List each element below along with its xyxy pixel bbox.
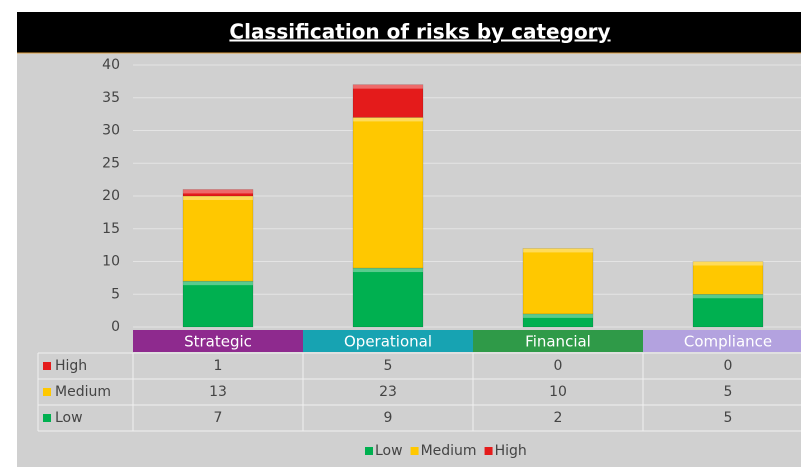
y-tick-label: 0 <box>111 319 120 335</box>
bar-segment <box>692 261 764 295</box>
y-tick-label: 30 <box>102 123 120 139</box>
table-value: 5 <box>384 358 393 374</box>
bar-segment <box>352 267 424 328</box>
category-header <box>473 330 643 352</box>
bar-segment <box>182 280 254 328</box>
y-tick-label: 5 <box>111 286 120 302</box>
y-tick-label: 20 <box>102 188 120 204</box>
y-tick-label: 35 <box>102 90 120 106</box>
bar-segment <box>352 117 424 269</box>
bar-highlight <box>693 294 763 299</box>
table-row-label: Low <box>55 410 83 426</box>
y-tick-label: 10 <box>102 254 120 270</box>
legend-swatch <box>484 447 493 455</box>
table-value: 10 <box>549 384 567 400</box>
bar-highlight <box>183 281 253 286</box>
title-bar <box>17 12 801 53</box>
bar-highlight <box>693 261 763 266</box>
table-value: 0 <box>724 358 733 374</box>
table-value: 0 <box>554 358 563 374</box>
bar-segment <box>182 195 254 282</box>
table-value: 1 <box>214 358 223 374</box>
bar-segment <box>352 84 424 118</box>
x-tick-label: Financial <box>525 333 591 351</box>
legend-swatch <box>43 414 51 422</box>
legend-swatch <box>410 447 419 455</box>
y-tick-label: 25 <box>102 155 120 171</box>
chart-title: Classification of risks by category <box>229 20 610 44</box>
bar-segment <box>182 189 254 197</box>
category-header <box>643 330 801 352</box>
table-value: 9 <box>384 410 393 426</box>
table-row-label: Medium <box>55 384 111 400</box>
bar-segment <box>692 294 764 328</box>
table-value: 5 <box>724 410 733 426</box>
bar-highlight <box>523 313 593 318</box>
legend-swatch <box>43 388 51 396</box>
x-tick-label: Strategic <box>184 333 252 351</box>
table-value: 23 <box>379 384 397 400</box>
legend-label: Medium <box>421 443 477 459</box>
bar-highlight <box>353 84 423 89</box>
x-tick-label: Operational <box>344 333 432 351</box>
table-value: 13 <box>209 384 227 400</box>
x-tick-label: Compliance <box>684 333 772 351</box>
bar-highlight <box>183 189 253 194</box>
legend-label: Low <box>375 443 403 459</box>
legend-label: High <box>495 443 527 459</box>
bar-highlight <box>353 117 423 122</box>
category-header <box>303 330 473 352</box>
bar-segment <box>522 248 594 315</box>
category-header <box>133 330 303 352</box>
y-tick-label: 15 <box>102 221 120 237</box>
legend-swatch <box>43 362 51 370</box>
y-tick-label: 40 <box>102 57 120 73</box>
table-value: 2 <box>554 410 563 426</box>
bar-highlight <box>183 196 253 200</box>
bar-highlight <box>353 268 423 273</box>
table-row-label: High <box>55 358 87 374</box>
table-value: 5 <box>724 384 733 400</box>
legend-swatch <box>365 447 373 455</box>
table-value: 7 <box>214 410 223 426</box>
bar-highlight <box>523 248 593 253</box>
